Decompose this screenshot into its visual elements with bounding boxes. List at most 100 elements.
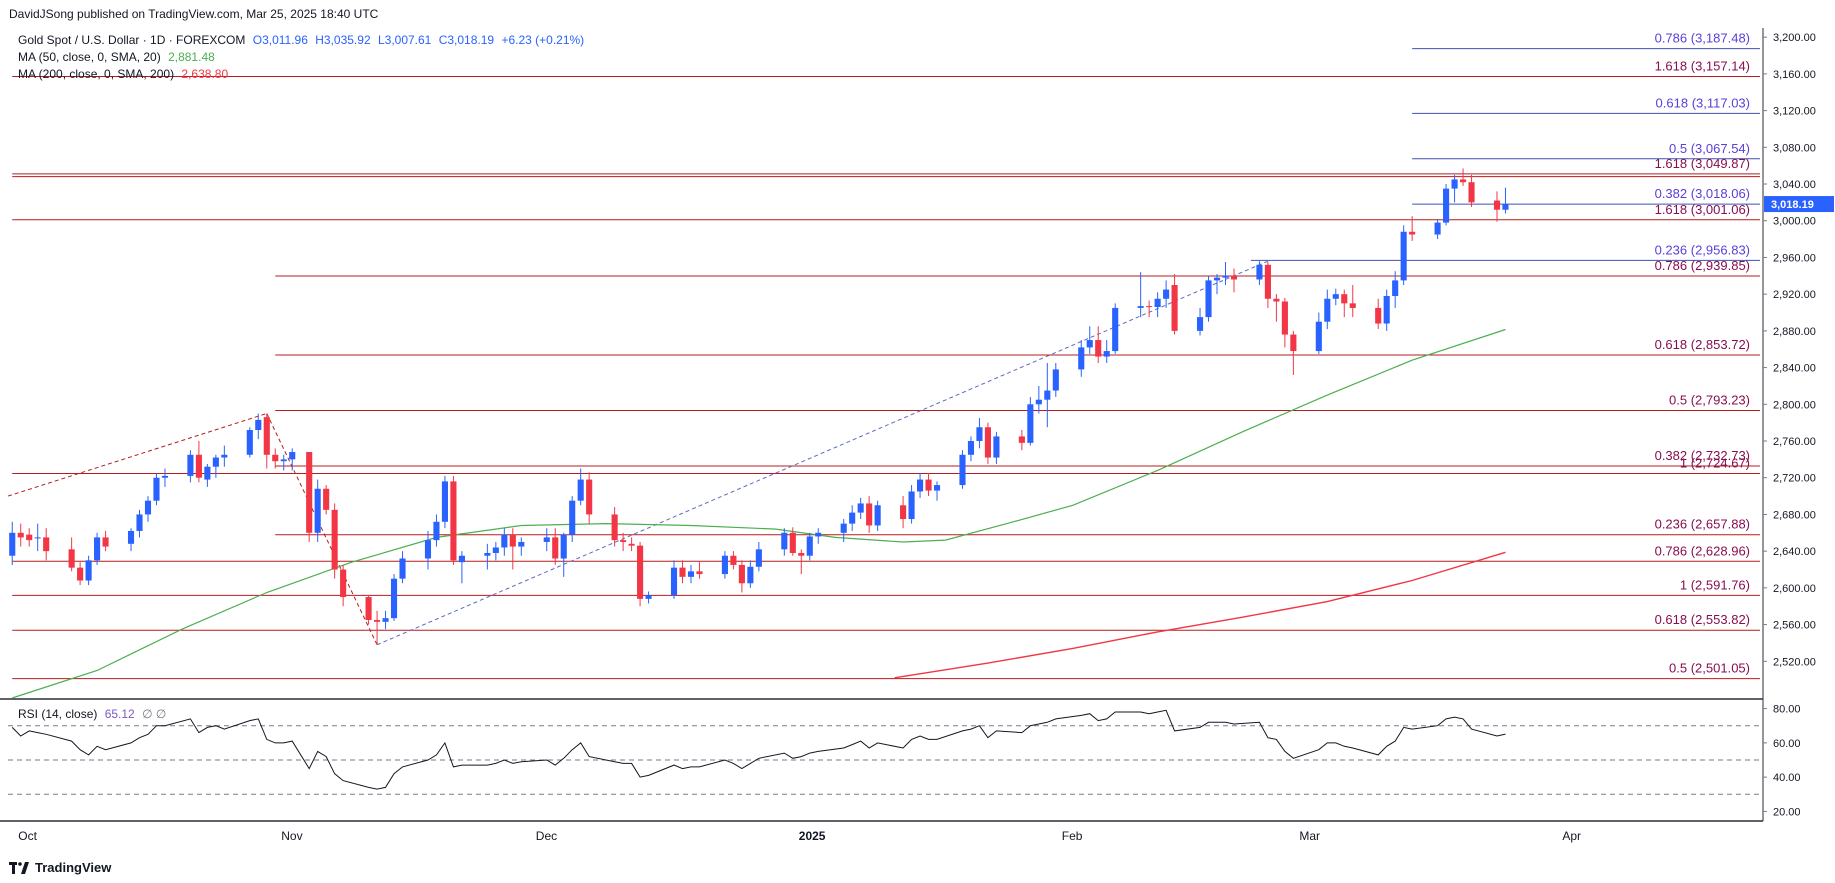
price-chart[interactable]: 0.786 (3,187.48) 1.618 (3,157.14) 0.618 (3… (0, 0, 1835, 855)
candle-body (1281, 301, 1288, 335)
candle (153, 473, 160, 506)
trend-lines-layer (7, 260, 1269, 646)
candle-body (458, 555, 465, 563)
candle-body (789, 532, 796, 553)
candle (687, 564, 695, 584)
candle (331, 503, 338, 579)
candle (94, 532, 101, 565)
candle (127, 528, 135, 552)
legend-ma200-row[interactable]: MA (200, close, 0, SMA, 200) 2,638.80 (18, 67, 232, 81)
price-tick-label: 2,720.00 (1773, 473, 1816, 485)
candle (721, 551, 728, 579)
candle (246, 427, 253, 458)
candle-body (738, 564, 745, 584)
candle (806, 532, 813, 561)
fib-level-label: 0.5 (2,501.05) (1669, 661, 1750, 676)
price-tick-label: 2,800.00 (1773, 399, 1816, 411)
price-tick-label: 3,160.00 (1773, 69, 1816, 81)
price-tick-label: 2,920.00 (1773, 289, 1816, 301)
candle-body (1086, 340, 1093, 348)
candle (1112, 303, 1119, 354)
time-axis-label: Apr (1562, 829, 1581, 843)
legend-high: H3,035.92 (315, 33, 371, 47)
candle-body (552, 537, 559, 559)
candle (560, 532, 567, 577)
candle (195, 441, 202, 483)
legend-ma50-row[interactable]: MA (50, close, 0, SMA, 20) 2,881.48 (18, 50, 219, 64)
candle-body (1256, 264, 1263, 280)
candle (43, 528, 50, 561)
candle (433, 514, 440, 547)
candle-body (620, 540, 627, 542)
candle-body (1502, 204, 1509, 210)
candle (1434, 218, 1441, 240)
candle-body (806, 536, 813, 556)
rsi-tick-label: 80.00 (1773, 704, 1801, 716)
time-axis-label: 2025 (799, 829, 826, 843)
candle (840, 519, 847, 542)
candle (1409, 216, 1416, 241)
fib-level-label: 0.5 (2,793.23) (1669, 393, 1750, 408)
candle (9, 521, 16, 565)
candle (314, 479, 321, 542)
candle-body (382, 618, 389, 622)
candle-body (645, 595, 652, 599)
candle (1163, 280, 1170, 308)
candle-body (993, 436, 1000, 458)
candle (85, 555, 92, 586)
candle-body (637, 545, 644, 599)
candle (1018, 430, 1025, 451)
candle-body (306, 452, 313, 533)
candle (1222, 262, 1229, 285)
candle (509, 528, 516, 570)
candle (102, 530, 109, 552)
candle (289, 448, 296, 471)
candle (441, 475, 448, 529)
time-axis-label: Feb (1062, 829, 1083, 843)
candle-body (1332, 294, 1339, 299)
candle-body (1222, 275, 1229, 278)
tradingview-logo[interactable]: TradingView (9, 860, 111, 875)
candle-body (102, 537, 109, 547)
candle-body (857, 503, 864, 513)
candle (272, 448, 279, 469)
candle (781, 528, 788, 556)
candle (68, 537, 75, 572)
legend-close: C3,018.19 (438, 33, 495, 47)
candle-body (874, 505, 881, 526)
candle (1171, 273, 1178, 335)
candle-body (849, 512, 856, 524)
price-tick-label: 3,080.00 (1773, 142, 1816, 154)
candle-body (441, 481, 448, 522)
candle-body (1451, 179, 1458, 189)
candle (77, 562, 84, 586)
candle (747, 560, 754, 588)
fib-level-label: 0.786 (2,628.96) (1655, 543, 1750, 558)
legend-rsi-extra: ∅ ∅ (142, 707, 167, 721)
candle-body (586, 479, 593, 515)
candle-body (153, 477, 160, 501)
candle (17, 523, 24, 547)
price-tick-label: 2,680.00 (1773, 509, 1816, 521)
candle (1451, 174, 1458, 203)
candle-body (1171, 284, 1178, 331)
candle (518, 537, 525, 556)
candle (1400, 225, 1407, 285)
candle-body (1383, 296, 1390, 324)
candle-body (94, 537, 101, 561)
fib-level-label: 0.786 (2,939.85) (1655, 258, 1750, 273)
candle-body (933, 485, 941, 491)
publisher-text: DavidJSong published on TradingView.com,… (9, 7, 379, 21)
candle-body (798, 552, 805, 556)
candle-body (1137, 306, 1144, 308)
candle-body (1052, 369, 1059, 391)
candle (255, 413, 262, 440)
legend-rsi-row[interactable]: RSI (14, close) 65.12 ∅ ∅ (18, 707, 170, 721)
candle (323, 485, 330, 515)
candle (620, 532, 627, 552)
legend-symbol[interactable]: Gold Spot / U.S. Dollar · 1D · FOREXCOM (18, 33, 246, 47)
candle (976, 418, 983, 449)
candle (1205, 275, 1212, 322)
candle-body (543, 537, 550, 542)
legend-rsi-value: 65.12 (104, 707, 135, 721)
